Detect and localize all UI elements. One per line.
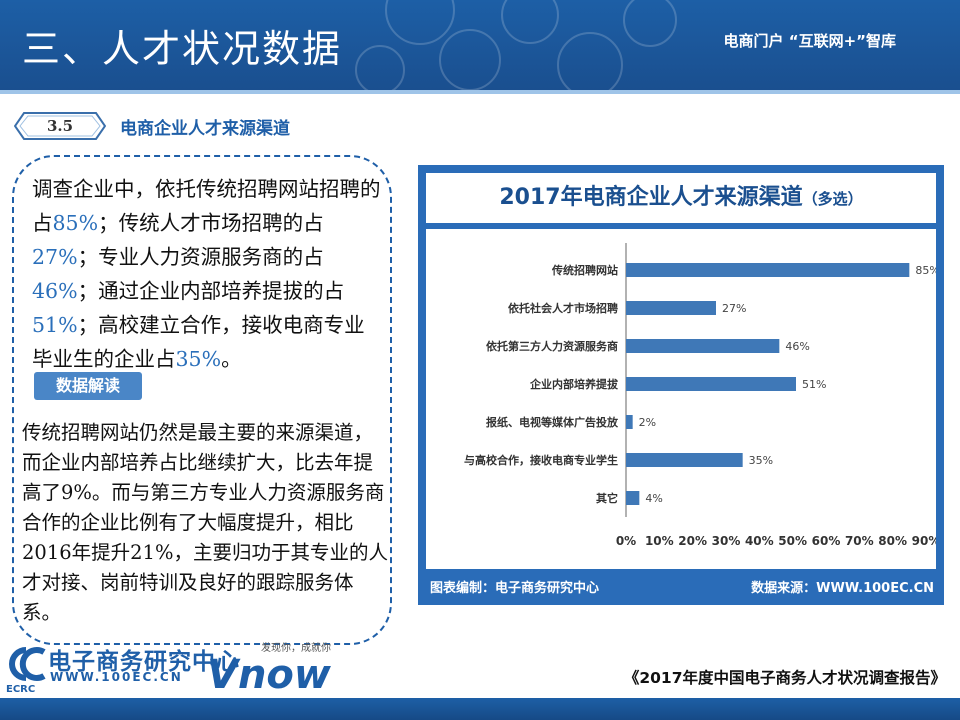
summary-seg-6: 。 bbox=[221, 347, 242, 371]
summary-seg-1: 调查企业中，依托传统招聘网站招聘的占 bbox=[32, 177, 381, 235]
interpretation-paragraph: 传统招聘网站仍然是最主要的来源渠道，而企业内部培养占比继续扩大，比去年提高了9%… bbox=[22, 421, 388, 624]
x-tick-label: 30% bbox=[712, 534, 741, 548]
chart-area: 传统招聘网站 85% 依托社会人才市场招聘 27% 依托第三方人力资源服务商 46% 企业内… bbox=[426, 229, 940, 569]
x-tick-label: 60% bbox=[812, 534, 841, 548]
bar bbox=[626, 415, 633, 429]
vnow-tagline: 发现你，成就你 bbox=[261, 641, 331, 654]
summary-seg-3: ；专业人力资源服务商的占 bbox=[77, 245, 324, 269]
report-title: 《2017年度中国电子商务人才状况调查报告》 bbox=[623, 669, 946, 687]
category-label: 依托社会人才市场招聘 bbox=[508, 301, 618, 315]
ecrc-logo-url: WWW.100EC.CN bbox=[50, 670, 183, 684]
category-label: 依托第三方人力资源服务商 bbox=[486, 339, 618, 353]
chart-title: 2017年电商企业人才来源渠道 bbox=[499, 185, 803, 210]
data-label: 4% bbox=[645, 492, 662, 505]
chart-titlebar: 2017年电商企业人才来源渠道（多选） bbox=[426, 173, 936, 223]
summary-value-5: 35% bbox=[175, 347, 222, 371]
bar bbox=[626, 491, 640, 505]
bar-chart: 传统招聘网站 85% 依托社会人才市场招聘 27% 依托第三方人力资源服务商 46% 企业内… bbox=[464, 243, 940, 548]
category-label: 其它 bbox=[596, 491, 618, 505]
summary-value-1: 85% bbox=[52, 211, 99, 235]
category-label: 与高校合作，接收电商专业学生 bbox=[464, 453, 618, 467]
header-band: 三、人才状况数据 电商门户 “互联网+”智库 bbox=[0, 0, 960, 90]
header-rule bbox=[0, 90, 960, 94]
page-title: 三、人才状况数据 bbox=[22, 27, 343, 71]
data-label: 2% bbox=[639, 416, 656, 429]
header-pattern bbox=[355, 0, 677, 90]
bar bbox=[626, 301, 716, 315]
data-label: 35% bbox=[749, 454, 773, 467]
data-label: 27% bbox=[722, 302, 746, 315]
data-label: 46% bbox=[785, 340, 809, 353]
chart-subtitle: （多选） bbox=[802, 190, 863, 208]
header-slogan: 电商门户 “互联网+”智库 bbox=[723, 32, 896, 50]
category-label: 报纸、电视等媒体广告投放 bbox=[486, 415, 619, 429]
footer-band bbox=[0, 698, 960, 720]
section-title: 电商企业人才来源渠道 bbox=[120, 119, 290, 139]
summary-value-3: 46% bbox=[32, 279, 78, 303]
ecrc-logo-name: 电子商务研究中心 bbox=[48, 649, 240, 675]
bar bbox=[626, 263, 910, 277]
ecrc-logo-icon bbox=[9, 647, 46, 681]
chart-panel: 2017年电商企业人才来源渠道（多选） 传统招聘网站 85% 依托社会人才市场招聘 2… bbox=[418, 165, 944, 605]
vnow-logo-icon: 发现你，成就你 Vnow bbox=[207, 641, 332, 692]
section-tag-shape bbox=[14, 112, 106, 140]
x-tick-label: 10% bbox=[645, 534, 674, 548]
x-tick-label: 50% bbox=[778, 534, 807, 548]
x-tick-label: 90% bbox=[912, 534, 936, 548]
text-panel bbox=[12, 155, 392, 645]
category-label: 企业内部培养提拔 bbox=[529, 377, 619, 391]
summary-seg-5: ；高校建立合作，接收电商专业毕业生的企业占 bbox=[32, 313, 365, 371]
summary-value-2: 27% bbox=[32, 245, 78, 269]
bar bbox=[626, 377, 796, 391]
chart-source: 数据来源：WWW.100EC.CN bbox=[751, 581, 934, 596]
x-tick-label: 0% bbox=[616, 534, 636, 548]
bar bbox=[626, 339, 780, 353]
summary-seg-2: ；传统人才市场招聘的占 bbox=[98, 211, 324, 235]
ecrc-logo-abbr: ECRC bbox=[6, 684, 36, 695]
chart-compiler: 图表编制：电子商务研究中心 bbox=[430, 581, 600, 596]
vnow-wordmark: Vnow bbox=[207, 652, 332, 692]
interpretation-badge: 数据解读 bbox=[34, 372, 142, 400]
summary-seg-4: ；通过企业内部培养提拔的占 bbox=[77, 279, 345, 303]
summary-value-4: 51% bbox=[32, 313, 78, 337]
summary-paragraph: 调查企业中，依托传统招聘网站招聘的占85%；传统人才市场招聘的占 27%；专业人力… bbox=[32, 172, 384, 376]
category-label: 传统招聘网站 bbox=[551, 263, 618, 277]
x-tick-label: 70% bbox=[845, 534, 874, 548]
bar bbox=[626, 453, 743, 467]
x-tick-label: 40% bbox=[745, 534, 774, 548]
data-label: 85% bbox=[915, 264, 936, 277]
x-tick-label: 80% bbox=[878, 534, 907, 548]
data-label: 51% bbox=[802, 378, 826, 391]
section-number: 3.5 bbox=[46, 117, 74, 135]
x-tick-label: 20% bbox=[678, 534, 707, 548]
